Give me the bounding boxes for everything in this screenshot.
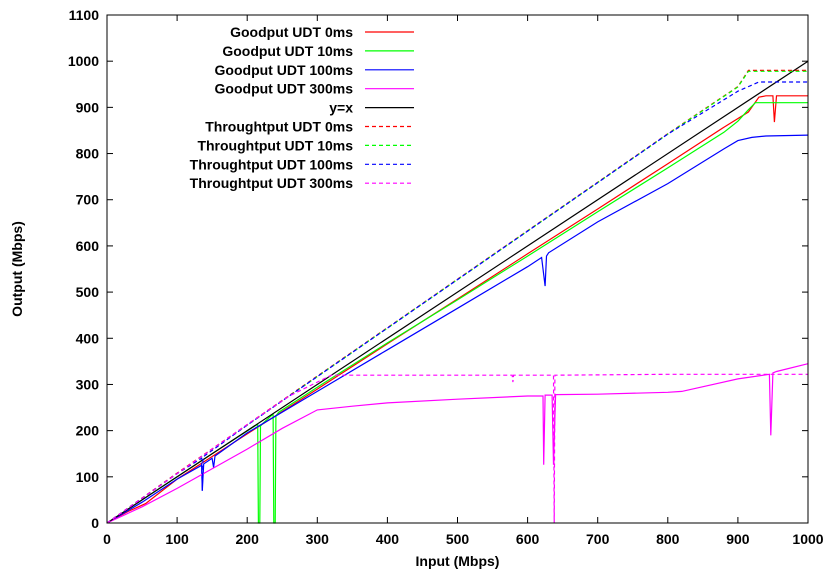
plot-frame <box>106 14 809 524</box>
x-tick-label: 700 <box>586 531 610 547</box>
series-line-y-x <box>106 60 809 524</box>
x-tick-label: 900 <box>726 531 750 547</box>
series-lines <box>106 60 809 524</box>
x-tick-label: 0 <box>103 531 111 547</box>
y-tick-label: 300 <box>76 376 100 392</box>
x-tick-label: 500 <box>446 531 470 547</box>
legend-entry-label: Goodput UDT 300ms <box>215 81 354 97</box>
y-tick-label: 800 <box>76 146 100 162</box>
series-line-goodput-udt-100ms <box>106 134 809 524</box>
series-line-throughtput-udt-300ms <box>106 373 808 524</box>
x-tick-label: 300 <box>306 531 330 547</box>
x-tick-label: 1000 <box>792 531 823 547</box>
legend-entry-label: Throughtput UDT 0ms <box>205 119 353 135</box>
legend-entry-label: y=x <box>329 100 353 116</box>
y-tick-label: 1100 <box>69 7 100 23</box>
y-tick-label: 500 <box>76 284 100 300</box>
tick-labels: 0 100 200 300 400 500 600 700 800 900 1000 0 100 200 3… <box>68 7 824 547</box>
legend-entry-label: Throughtput UDT 100ms <box>190 156 354 172</box>
y-tick-label: 600 <box>76 238 100 254</box>
x-axis-label: Input (Mbps) <box>416 553 500 569</box>
legend-entry-label: Goodput UDT 0ms <box>230 24 353 40</box>
x-tick-label: 400 <box>376 531 400 547</box>
y-tick-label: 400 <box>76 330 100 346</box>
y-tick-label: 100 <box>76 469 100 485</box>
legend: Goodput UDT 0ms Goodput UDT 10ms Goodput U… <box>190 24 414 191</box>
legend-entry-label: Goodput UDT 100ms <box>215 62 354 78</box>
y-tick-label: 0 <box>91 515 99 531</box>
y-tick-label: 1000 <box>68 53 99 69</box>
y-tick-label: 900 <box>76 99 100 115</box>
x-tick-label: 800 <box>656 531 680 547</box>
series-line-goodput-udt-300ms <box>106 363 809 524</box>
y-axis-label: Output (Mbps) <box>9 221 25 317</box>
y-tick-label: 700 <box>76 192 100 208</box>
legend-entry-label: Throughtput UDT 10ms <box>197 137 353 153</box>
series-line-throughtput-udt-100ms <box>106 81 808 524</box>
legend-entry-label: Goodput UDT 10ms <box>222 43 353 59</box>
legend-entry-label: Throughtput UDT 300ms <box>190 175 354 191</box>
x-tick-label: 600 <box>516 531 540 547</box>
x-tick-label: 100 <box>165 531 189 547</box>
x-tick-label: 200 <box>236 531 260 547</box>
y-tick-label: 200 <box>76 423 100 439</box>
